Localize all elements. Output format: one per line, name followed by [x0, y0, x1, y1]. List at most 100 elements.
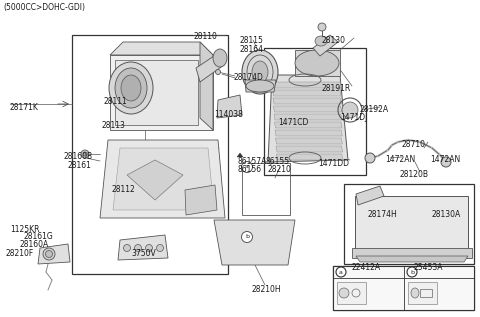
Bar: [420, 289, 432, 297]
Polygon shape: [38, 244, 70, 264]
Text: 28174D: 28174D: [233, 73, 263, 82]
Polygon shape: [217, 95, 242, 118]
Polygon shape: [272, 82, 341, 88]
Polygon shape: [113, 148, 214, 210]
Text: b: b: [410, 269, 414, 275]
Polygon shape: [275, 122, 342, 128]
Text: 28192A: 28192A: [359, 105, 388, 114]
Bar: [242, 163, 290, 215]
Circle shape: [156, 244, 164, 251]
Text: 28111: 28111: [104, 97, 128, 106]
Text: 28164: 28164: [239, 45, 263, 54]
Circle shape: [216, 69, 220, 74]
Circle shape: [336, 267, 346, 277]
Circle shape: [441, 157, 451, 167]
Circle shape: [43, 248, 55, 260]
Polygon shape: [245, 80, 276, 92]
Text: 28171K: 28171K: [10, 103, 39, 112]
Text: 1471CD: 1471CD: [278, 118, 308, 127]
Bar: [337, 282, 366, 304]
Ellipse shape: [121, 75, 141, 101]
Circle shape: [241, 231, 252, 243]
Polygon shape: [100, 140, 225, 218]
Text: a: a: [245, 165, 249, 170]
Text: 1471DD: 1471DD: [318, 159, 349, 168]
Polygon shape: [356, 256, 468, 262]
Text: 28110: 28110: [193, 32, 217, 41]
Text: 1125KR: 1125KR: [10, 225, 39, 234]
Text: 86157A: 86157A: [238, 157, 267, 166]
Text: 28161G: 28161G: [24, 232, 54, 241]
Bar: [115, 60, 198, 125]
Circle shape: [134, 244, 142, 251]
Circle shape: [123, 244, 131, 251]
Ellipse shape: [213, 49, 227, 67]
Polygon shape: [275, 130, 342, 136]
Text: 1472AN: 1472AN: [385, 155, 415, 164]
Text: (5000CC>DOHC-GDI): (5000CC>DOHC-GDI): [3, 3, 85, 12]
Polygon shape: [110, 55, 213, 130]
Text: 1472AN: 1472AN: [430, 155, 460, 164]
Text: 28113: 28113: [101, 121, 125, 130]
Polygon shape: [268, 75, 348, 162]
Ellipse shape: [109, 62, 153, 114]
Bar: [408, 282, 437, 304]
Polygon shape: [352, 248, 472, 258]
Ellipse shape: [411, 288, 419, 298]
Text: 28115: 28115: [239, 36, 263, 45]
Text: 28130: 28130: [322, 36, 346, 45]
Circle shape: [46, 250, 52, 257]
Text: 22412A: 22412A: [352, 263, 381, 272]
Polygon shape: [237, 153, 243, 157]
Bar: [333, 266, 474, 310]
Text: a: a: [339, 269, 343, 275]
Polygon shape: [295, 50, 340, 76]
Ellipse shape: [242, 50, 278, 94]
Polygon shape: [185, 185, 217, 215]
Ellipse shape: [339, 288, 349, 298]
Polygon shape: [196, 52, 224, 82]
Polygon shape: [274, 114, 342, 120]
Ellipse shape: [315, 36, 327, 46]
Ellipse shape: [246, 80, 274, 92]
Polygon shape: [313, 35, 338, 56]
Circle shape: [83, 152, 87, 156]
Polygon shape: [274, 106, 342, 112]
Circle shape: [81, 150, 89, 158]
Polygon shape: [200, 42, 213, 130]
Text: 28710: 28710: [402, 140, 426, 149]
Circle shape: [241, 161, 252, 172]
Bar: [264, 48, 366, 175]
Polygon shape: [214, 220, 295, 265]
Text: 28130A: 28130A: [432, 210, 461, 219]
Circle shape: [318, 23, 326, 31]
Text: 28210F: 28210F: [5, 249, 33, 258]
Text: 28210: 28210: [268, 165, 292, 174]
Polygon shape: [276, 138, 342, 144]
Polygon shape: [110, 42, 213, 55]
Text: 86156: 86156: [238, 165, 262, 174]
Text: 28160B: 28160B: [63, 152, 92, 161]
Text: 25453A: 25453A: [414, 263, 444, 272]
Text: 28161: 28161: [67, 161, 91, 170]
Polygon shape: [127, 160, 183, 200]
Text: 28210H: 28210H: [252, 285, 282, 294]
Polygon shape: [355, 196, 468, 255]
Text: 3750V: 3750V: [131, 249, 156, 258]
Text: 28160A: 28160A: [20, 240, 49, 249]
Polygon shape: [276, 146, 343, 152]
Bar: [344, 184, 474, 264]
Circle shape: [145, 244, 153, 251]
Text: 28174H: 28174H: [368, 210, 398, 219]
Text: 1471DJ: 1471DJ: [340, 113, 367, 122]
Bar: [72, 35, 228, 274]
Circle shape: [407, 267, 417, 277]
Text: 86155: 86155: [265, 157, 289, 166]
Ellipse shape: [295, 50, 339, 76]
Polygon shape: [273, 98, 341, 104]
Polygon shape: [356, 186, 384, 205]
Ellipse shape: [115, 68, 147, 108]
Polygon shape: [118, 235, 168, 260]
Bar: [333, 266, 474, 310]
Text: 28112: 28112: [112, 185, 136, 194]
